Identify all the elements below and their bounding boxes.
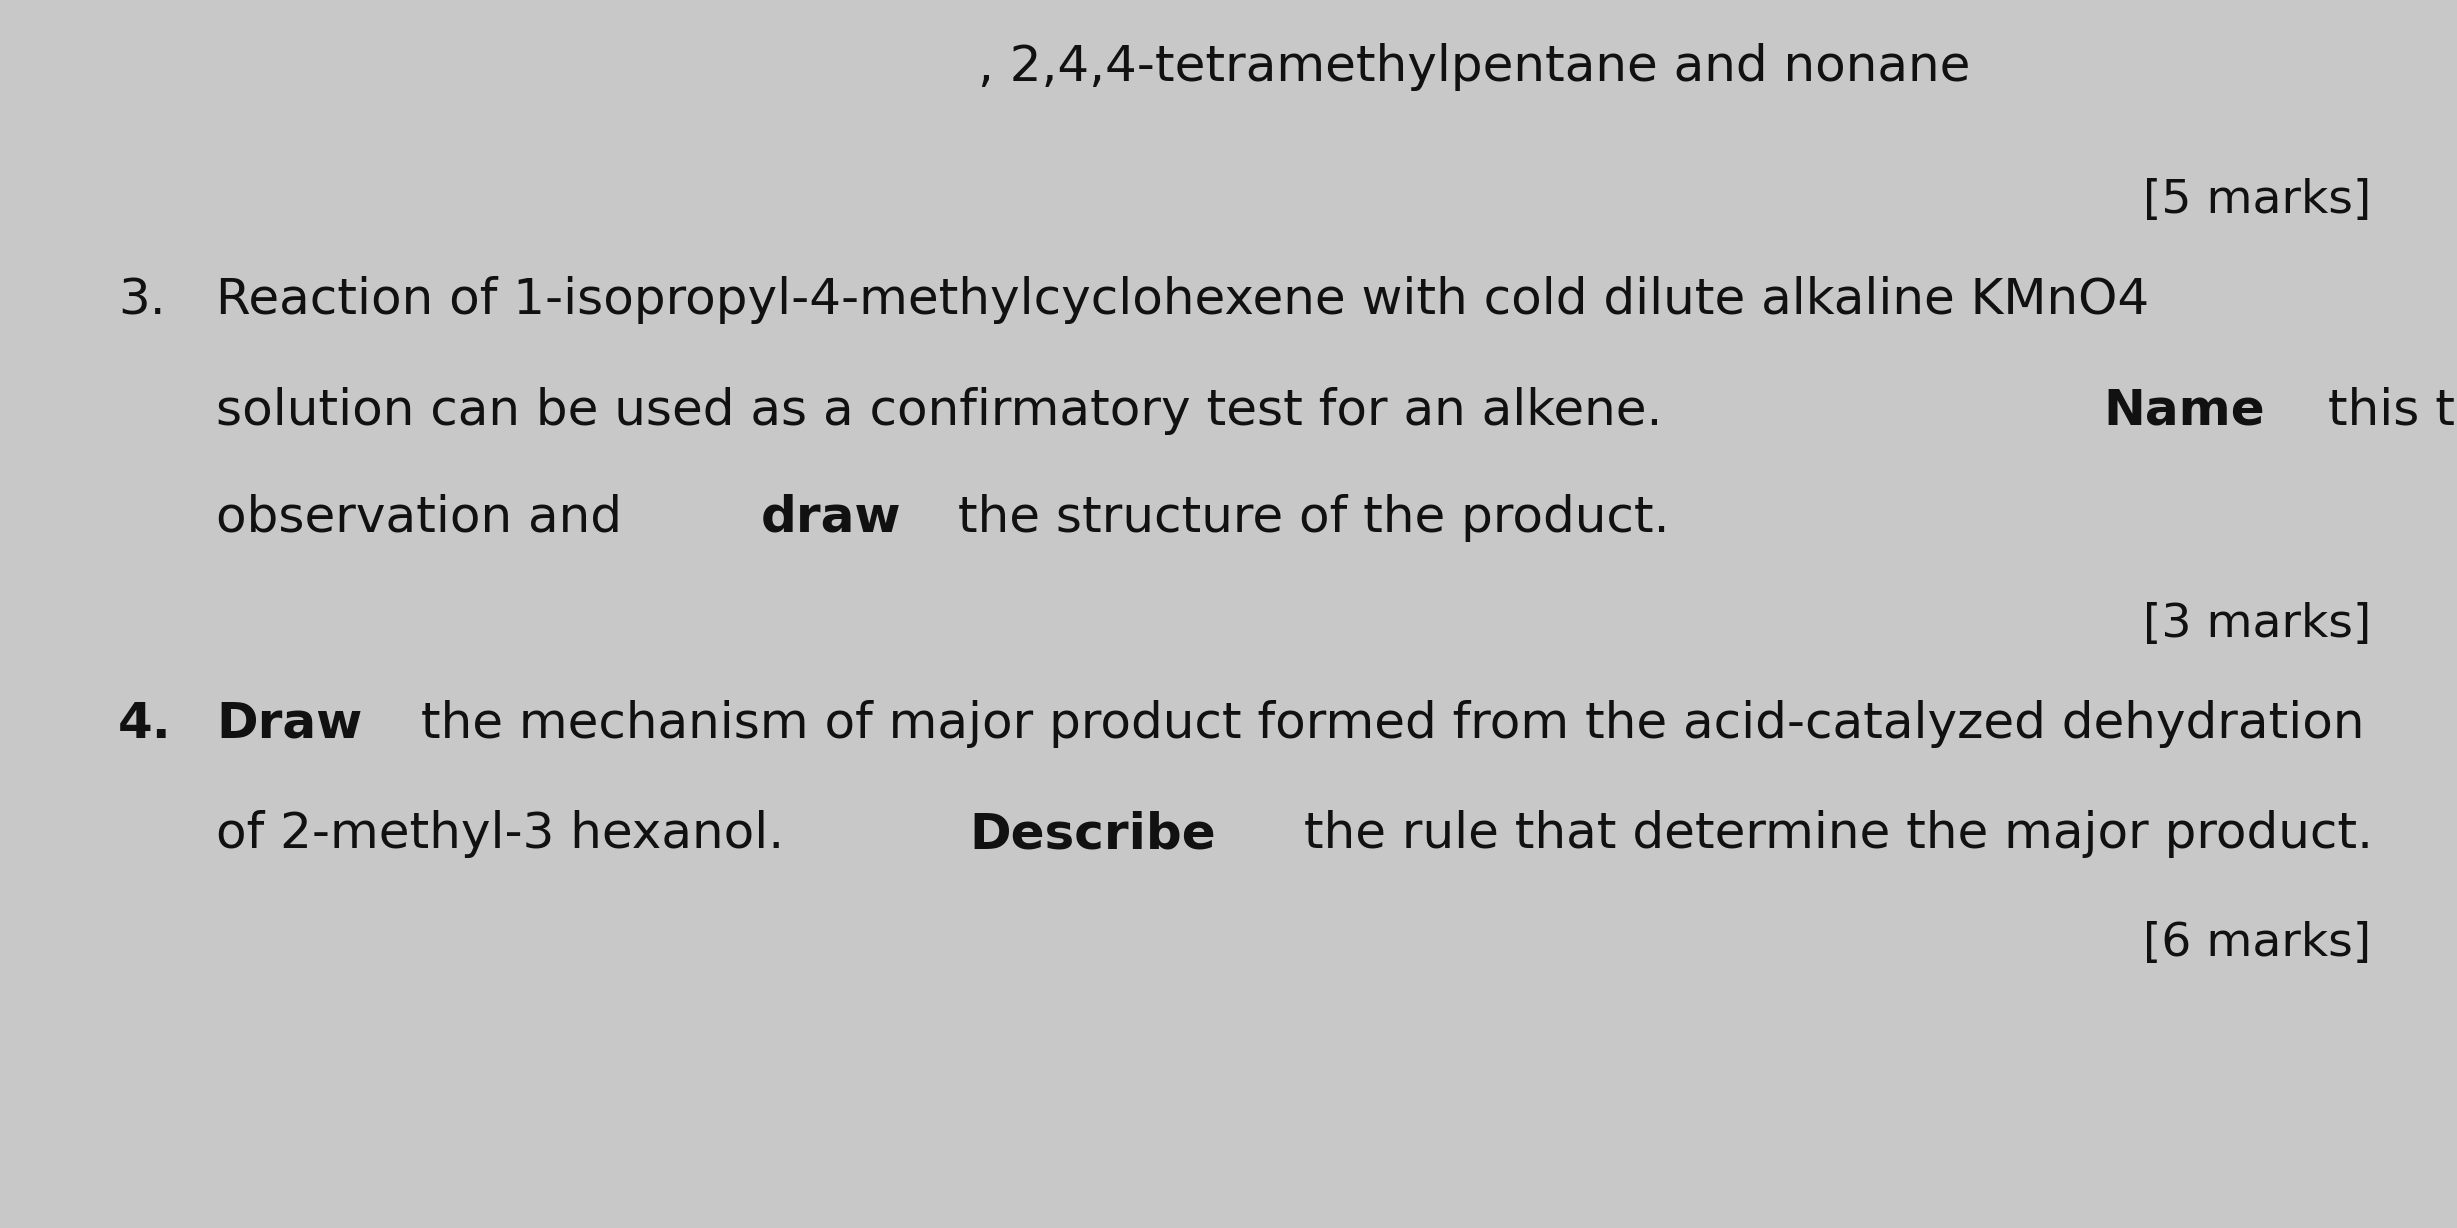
Text: Name: Name <box>2103 387 2265 435</box>
Text: Reaction of 1-isopropyl-4-methylcyclohexene with cold dilute alkaline KMnO4: Reaction of 1-isopropyl-4-methylcyclohex… <box>216 276 2150 324</box>
Text: the structure of the product.: the structure of the product. <box>941 494 1668 542</box>
Text: observation and: observation and <box>216 494 639 542</box>
Text: of 2-methyl-3 hexanol.: of 2-methyl-3 hexanol. <box>216 810 801 858</box>
Text: Draw: Draw <box>216 700 364 748</box>
Text: [3 marks]: [3 marks] <box>2143 602 2371 647</box>
Text: 4.: 4. <box>118 700 172 748</box>
Text: [5 marks]: [5 marks] <box>2143 178 2371 223</box>
Text: 3.: 3. <box>118 276 165 324</box>
Text: this test,: this test, <box>2312 387 2457 435</box>
Text: the rule that determine the major product.: the rule that determine the major produc… <box>1287 810 2373 858</box>
Text: solution can be used as a confirmatory test for an alkene.: solution can be used as a confirmatory t… <box>216 387 1678 435</box>
Text: the mechanism of major product formed from the acid-catalyzed dehydration: the mechanism of major product formed fr… <box>405 700 2364 748</box>
Text: [6 marks]: [6 marks] <box>2143 921 2371 966</box>
Text: draw: draw <box>762 494 902 542</box>
Text: Describe: Describe <box>971 810 1216 858</box>
Text: , 2,4,4-tetramethylpentane and nonane: , 2,4,4-tetramethylpentane and nonane <box>978 43 1971 91</box>
